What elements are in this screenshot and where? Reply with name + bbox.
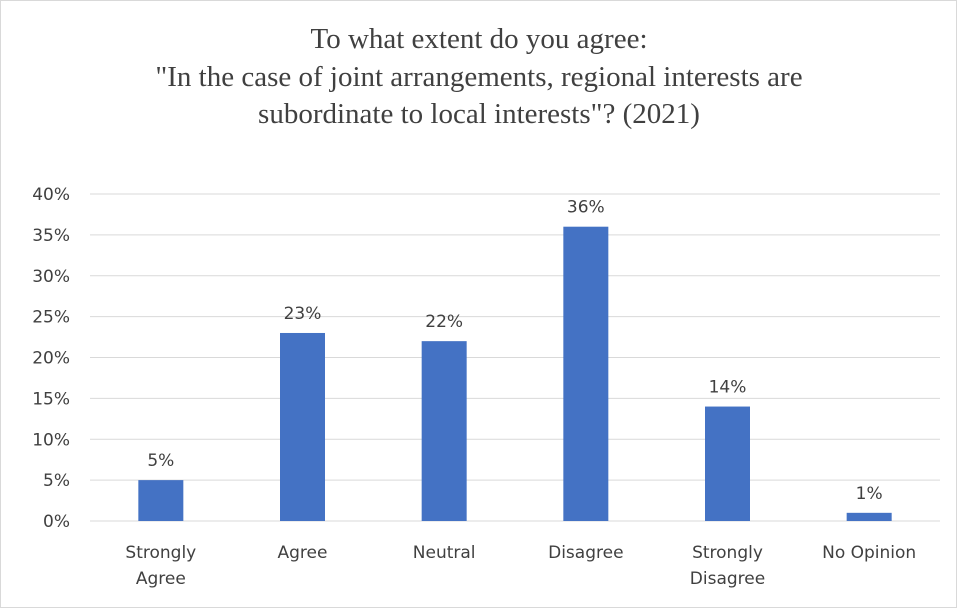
- y-tick-label: 25%: [32, 308, 70, 328]
- chart-title: To what extent do you agree: "In the case…: [155, 23, 802, 130]
- y-tick-label: 30%: [32, 267, 70, 287]
- bars: [138, 226, 892, 521]
- x-tick-label: Agree: [278, 543, 328, 563]
- y-axis-ticks: 0% 5% 10% 15% 20% 25% 30% 35% 40%: [32, 185, 70, 532]
- y-tick-label: 0%: [43, 512, 70, 532]
- data-label: 22%: [425, 312, 463, 332]
- data-labels: 5% 23% 22% 36% 14% 1%: [147, 198, 882, 504]
- data-label: 36%: [567, 198, 605, 218]
- chart-title-line: "In the case of joint arrangements, regi…: [155, 61, 802, 93]
- x-tick-label: No Opinion: [822, 543, 916, 563]
- x-tick-label: Disagree: [690, 569, 765, 589]
- y-tick-label: 5%: [43, 471, 70, 491]
- bar: [563, 226, 609, 521]
- bar: [280, 332, 325, 521]
- bar: [421, 341, 467, 521]
- x-tick-label: Agree: [136, 569, 186, 589]
- data-label: 5%: [147, 451, 174, 471]
- chart-title-line: subordinate to local interests"? (2021): [258, 98, 700, 130]
- x-axis-ticks: Strongly Agree Agree Neutral Disagree Strongl…: [125, 543, 916, 589]
- data-label: 1%: [856, 484, 883, 504]
- bar: [846, 512, 892, 521]
- chart-title-line: To what extent do you agree:: [311, 23, 648, 55]
- gridlines: [90, 193, 940, 522]
- y-tick-label: 20%: [32, 349, 70, 369]
- x-tick-label: Strongly: [692, 543, 763, 563]
- x-tick-label: Strongly: [125, 543, 196, 563]
- y-tick-label: 15%: [32, 389, 70, 409]
- data-label: 14%: [709, 378, 747, 398]
- x-tick-label: Disagree: [548, 543, 623, 563]
- bar: [138, 480, 184, 521]
- data-label: 23%: [284, 304, 322, 324]
- y-tick-label: 40%: [32, 185, 70, 205]
- bar: [705, 406, 750, 521]
- y-tick-label: 35%: [32, 226, 70, 246]
- y-tick-label: 10%: [32, 430, 70, 450]
- x-tick-label: Neutral: [413, 543, 476, 563]
